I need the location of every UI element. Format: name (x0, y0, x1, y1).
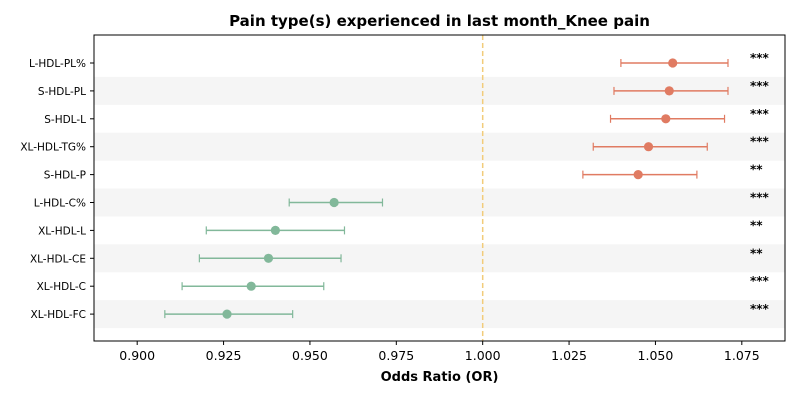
odds-ratio-point (661, 114, 671, 124)
odds-ratio-point (263, 253, 274, 263)
x-ticks: 0.900 0.925 0.950 0.975 1.000 1.025 1.050 1.075 (119, 341, 760, 363)
row-bands (94, 76, 785, 329)
row-band (94, 244, 785, 273)
y-tick-label: S-HDL-L (44, 114, 86, 126)
x-tick-label: 1.075 (724, 348, 760, 363)
y-tick-label: S-HDL-PL (38, 86, 86, 98)
y-tick-label: XL-HDL-C (37, 281, 86, 293)
y-tick-label: XL-HDL-FC (31, 309, 86, 321)
odds-ratio-point (643, 142, 654, 152)
significance-labels: *************************** (750, 51, 770, 316)
significance-label: *** (750, 274, 770, 288)
odds-ratio-point (664, 86, 674, 96)
y-tick-label: XL-HDL-TG% (20, 142, 86, 154)
significance-label: ** (750, 246, 763, 260)
odds-ratio-point (222, 309, 232, 319)
y-tick-label: XL-HDL-L (38, 225, 86, 237)
odds-ratio-point (668, 58, 678, 68)
y-tick-label: S-HDL-P (44, 170, 86, 182)
data-points (222, 58, 678, 319)
y-tick-label: XL-HDL-CE (30, 253, 86, 265)
x-tick-label: 0.950 (292, 348, 328, 363)
y-tick-label: L-HDL-PL% (29, 58, 86, 70)
x-tick-label: 0.925 (206, 348, 242, 363)
y-tick-label: L-HDL-C% (34, 198, 86, 210)
row-band (94, 188, 785, 217)
significance-label: *** (750, 191, 770, 205)
chart-title: Pain type(s) experienced in last month_K… (229, 12, 650, 30)
significance-label: *** (750, 135, 770, 149)
x-axis-label: Odds Ratio (OR) (381, 370, 499, 385)
plot-frame (93, 34, 786, 342)
x-tick-label: 0.900 (119, 348, 155, 363)
x-tick-label: 1.050 (638, 348, 674, 363)
odds-ratio-point (633, 170, 643, 180)
significance-label: *** (750, 79, 770, 93)
significance-label: ** (750, 218, 763, 232)
significance-label: ** (750, 163, 763, 177)
x-tick-label: 1.000 (465, 348, 501, 363)
x-tick-label: 1.025 (551, 348, 587, 363)
odds-ratio-point (270, 225, 280, 235)
significance-label: *** (750, 107, 770, 121)
significance-label: *** (750, 51, 770, 65)
odds-ratio-point (246, 281, 256, 291)
odds-ratio-point (329, 197, 339, 208)
significance-label: *** (750, 302, 770, 316)
x-tick-label: 0.975 (378, 348, 414, 363)
y-tick-labels: L-HDL-PL% S-HDL-PL S-HDL-L XL-HDL-TG% S-HDL-… (20, 58, 94, 321)
